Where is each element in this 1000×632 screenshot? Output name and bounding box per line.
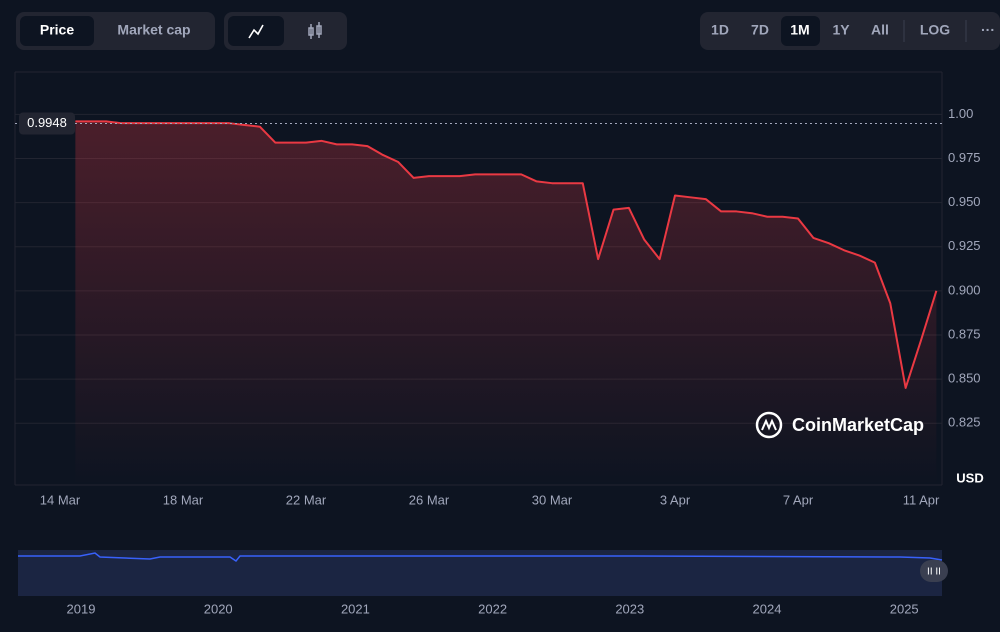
x-tick-label: 11 Apr [903,492,940,507]
x-tick-label: 18 Mar [163,492,204,507]
x-tick-label: 22 Mar [286,492,327,507]
year-label: 2025 [890,601,919,616]
market-cap-button[interactable]: Market cap [117,22,190,38]
y-tick-label: 0.825 [948,415,981,430]
handle-grip: II II [927,567,941,578]
candle-icon[interactable] [308,22,322,39]
watermark: CoinMarketCap [755,411,924,439]
more-button[interactable]: ··· [981,22,995,38]
range-button[interactable]: 1D [711,22,729,38]
navigator-line [18,552,943,563]
current-price-label: 0.9948 [27,115,67,130]
x-tick-label: 30 Mar [532,492,573,507]
currency-label: USD [956,470,983,485]
range-button[interactable]: All [871,22,889,38]
year-label: 2022 [478,601,507,616]
range-active [781,16,820,46]
x-tick-label: 3 Apr [660,492,691,507]
watermark-text: CoinMarketCap [792,415,924,435]
line-icon [248,24,264,39]
y-tick-label: 0.975 [948,150,981,165]
y-tick-label: 0.850 [948,371,981,386]
range-button[interactable]: LOG [920,22,950,38]
navigator-handle[interactable] [920,560,948,582]
year-label: 2019 [67,601,96,616]
y-tick-label: 0.875 [948,326,981,341]
range-group [700,12,1000,50]
x-tick-label: 14 Mar [40,492,81,507]
price-line [75,120,938,389]
toggle-active [20,16,94,46]
x-tick-label: 26 Mar [409,492,450,507]
year-label: 2023 [615,601,644,616]
current-price-badge [19,112,75,135]
year-label: 2021 [341,601,370,616]
x-tick-label: 7 Apr [783,492,814,507]
year-label: 2020 [204,601,233,616]
range-button[interactable]: 1Y [832,22,850,38]
year-label: 2024 [753,601,782,616]
y-tick-label: 0.950 [948,194,981,209]
y-tick-label: 0.925 [948,238,981,253]
range-button[interactable]: 1M [790,22,809,38]
price-button[interactable]: Price [40,22,74,38]
range-button[interactable]: 7D [751,22,769,38]
y-tick-label: 0.900 [948,282,981,297]
y-tick-label: 1.00 [948,106,973,121]
